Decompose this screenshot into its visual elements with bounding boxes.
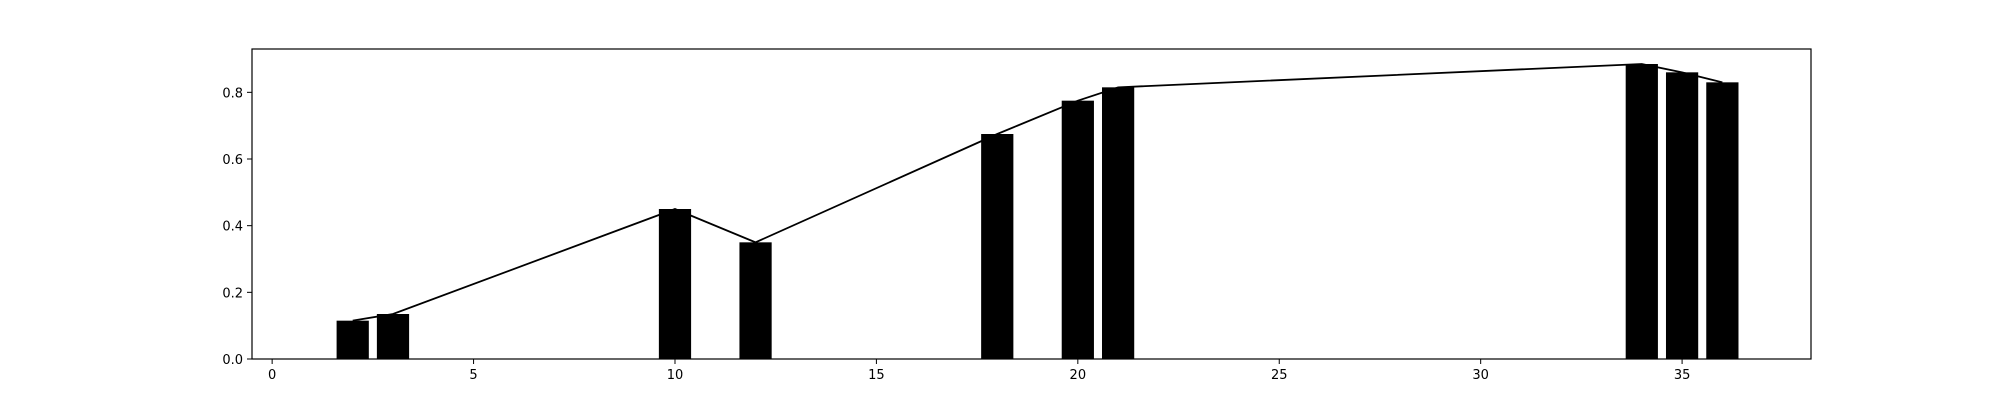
bar-8	[1665, 72, 1699, 359]
x-tick-label: 5	[469, 368, 477, 383]
x-tick-label: 35	[1674, 368, 1691, 383]
y-tick-label: 0.2	[222, 286, 243, 301]
bar-9	[1706, 82, 1739, 359]
y-axis: 0.0 0.2 0.4 0.6 0.8	[222, 86, 252, 368]
x-tick-label: 15	[868, 368, 885, 383]
bar-2	[658, 209, 692, 359]
bar-5	[1061, 100, 1094, 360]
bar-4	[981, 134, 1014, 359]
x-tick-label: 30	[1472, 368, 1489, 383]
x-tick-label: 20	[1070, 368, 1087, 383]
bars-group	[336, 64, 1739, 360]
bar-3	[739, 242, 772, 359]
axes-frame	[251, 48, 1812, 360]
bar-0	[336, 320, 369, 359]
x-tick-label: 0	[268, 368, 276, 383]
y-tick-label: 0.8	[222, 86, 243, 101]
x-tick-label: 25	[1271, 368, 1288, 383]
y-tick-label: 0.4	[222, 220, 243, 235]
y-tick-label: 0.0	[222, 353, 243, 368]
x-tick-label: 10	[667, 368, 684, 383]
y-tick-label: 0.6	[222, 153, 243, 168]
trend-line	[352, 63, 1723, 322]
bar-7	[1625, 64, 1658, 359]
bar-6	[1101, 87, 1135, 359]
plot-area	[251, 48, 1812, 360]
x-axis: 0 5 10 15 20 25 30 35	[268, 359, 1690, 383]
bar-1	[376, 314, 410, 359]
